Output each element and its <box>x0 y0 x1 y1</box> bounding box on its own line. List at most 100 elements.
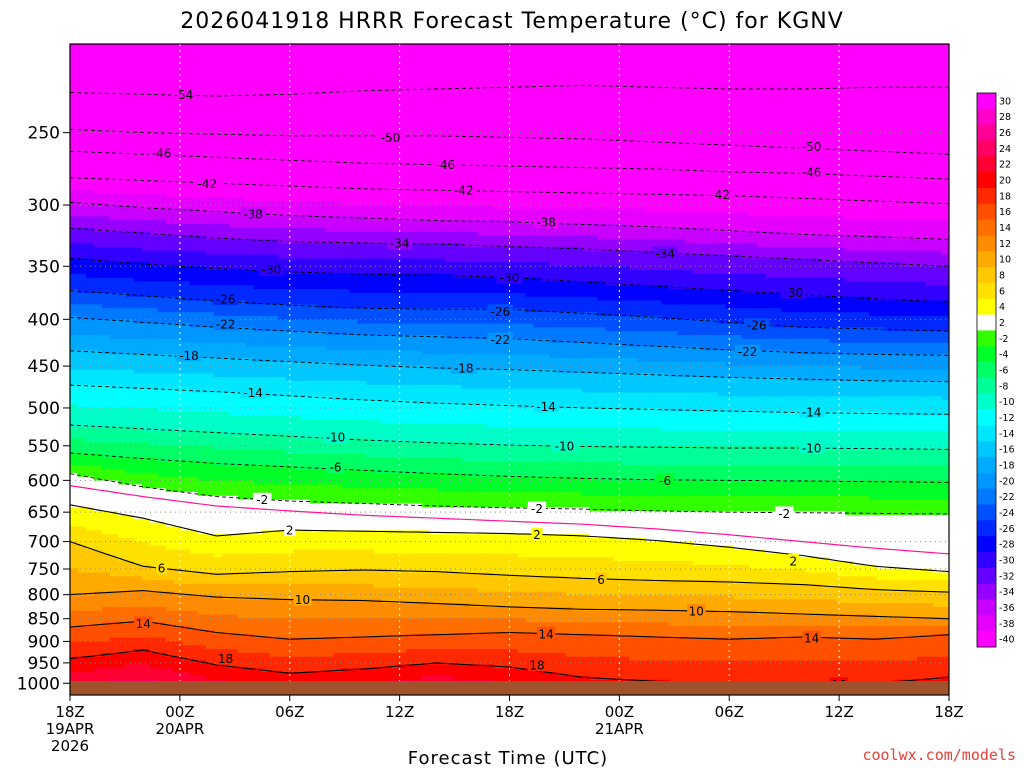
field-cell <box>397 44 407 206</box>
field-cell <box>357 618 367 639</box>
field-cell <box>133 262 143 283</box>
field-cell <box>669 44 678 214</box>
field-cell <box>901 568 910 581</box>
field-cell <box>437 258 447 275</box>
field-cell <box>805 396 814 413</box>
field-cell <box>365 503 375 531</box>
field-cell <box>77 507 87 528</box>
field-cell <box>917 300 926 317</box>
field-cell <box>245 599 255 620</box>
field-cell <box>477 476 487 493</box>
field-cell <box>429 649 439 665</box>
field-cell <box>805 511 814 558</box>
field-cell <box>773 626 782 639</box>
field-cell <box>501 461 511 478</box>
field-cell <box>901 637 910 662</box>
field-cell <box>557 652 567 677</box>
field-cell <box>677 335 686 348</box>
field-cell <box>421 204 431 221</box>
field-cell <box>261 396 271 417</box>
field-cell <box>565 223 575 237</box>
field-cell <box>317 656 327 673</box>
field-cell <box>621 373 630 394</box>
field-cell <box>725 637 734 662</box>
field-cell <box>421 292 431 309</box>
field-cell <box>309 346 319 363</box>
field-cell <box>741 511 750 551</box>
field-cell <box>357 652 367 669</box>
field-cell <box>133 44 143 194</box>
field-cell <box>693 660 702 685</box>
field-cell <box>277 346 287 363</box>
colorbar-label: 4 <box>999 302 1005 313</box>
field-cell <box>789 495 798 512</box>
field-cell <box>117 668 127 681</box>
field-cell <box>741 377 750 397</box>
field-cell <box>125 193 135 206</box>
field-cell <box>117 560 127 577</box>
field-cell <box>221 553 231 574</box>
field-cell <box>885 660 894 685</box>
field-cell <box>101 591 111 608</box>
field-cell <box>357 44 367 206</box>
field-cell <box>813 327 822 340</box>
field-cell <box>565 296 575 313</box>
field-cell <box>797 446 806 466</box>
field-cell <box>653 212 662 229</box>
field-cell <box>773 396 782 413</box>
field-cell <box>605 610 614 623</box>
field-cell <box>501 262 511 279</box>
field-cell <box>117 204 127 221</box>
field-cell <box>397 603 407 620</box>
field-cell <box>557 373 567 390</box>
field-cell <box>669 610 678 627</box>
field-cell <box>309 637 319 658</box>
field-cell <box>461 461 471 474</box>
field-cell <box>757 568 766 585</box>
field-cell <box>701 511 710 547</box>
field-cell <box>917 618 926 627</box>
field-cell <box>317 618 327 639</box>
field-cell <box>509 246 519 263</box>
ground-bar <box>70 681 949 695</box>
field-cell <box>421 530 431 554</box>
field-cell <box>157 281 167 298</box>
field-cell <box>77 189 87 206</box>
field-cell <box>429 572 439 589</box>
field-cell <box>213 480 223 497</box>
field-cell <box>797 599 806 616</box>
y-tick-label: 950 <box>28 654 60 674</box>
field-cell <box>781 637 790 662</box>
field-cell <box>821 338 830 355</box>
field-cell <box>605 557 614 581</box>
field-cell <box>781 626 790 639</box>
field-cell <box>589 537 598 558</box>
field-cell <box>829 480 838 497</box>
field-cell <box>397 273 407 294</box>
field-cell <box>349 308 359 321</box>
field-cell <box>70 384 79 405</box>
field-cell <box>197 534 207 554</box>
field-cell <box>325 618 335 639</box>
field-cell <box>605 622 614 635</box>
field-cell <box>85 216 95 229</box>
field-cell <box>157 323 167 340</box>
field-cell <box>269 227 279 240</box>
field-cell <box>397 488 407 505</box>
field-cell <box>661 44 670 214</box>
isotherm-label: -34 <box>655 247 675 261</box>
field-cell <box>877 618 886 627</box>
field-cell <box>853 235 862 252</box>
field-cell <box>869 499 878 516</box>
field-cell <box>125 296 135 309</box>
field-cell <box>213 465 223 482</box>
field-cell <box>397 292 407 309</box>
field-cell <box>885 499 894 516</box>
field-cell <box>437 587 447 604</box>
field-cell <box>221 212 231 225</box>
field-cell <box>821 396 830 413</box>
field-cell <box>477 507 487 535</box>
field-cell <box>877 44 886 221</box>
field-cell <box>661 212 670 229</box>
field-cell <box>181 358 191 374</box>
